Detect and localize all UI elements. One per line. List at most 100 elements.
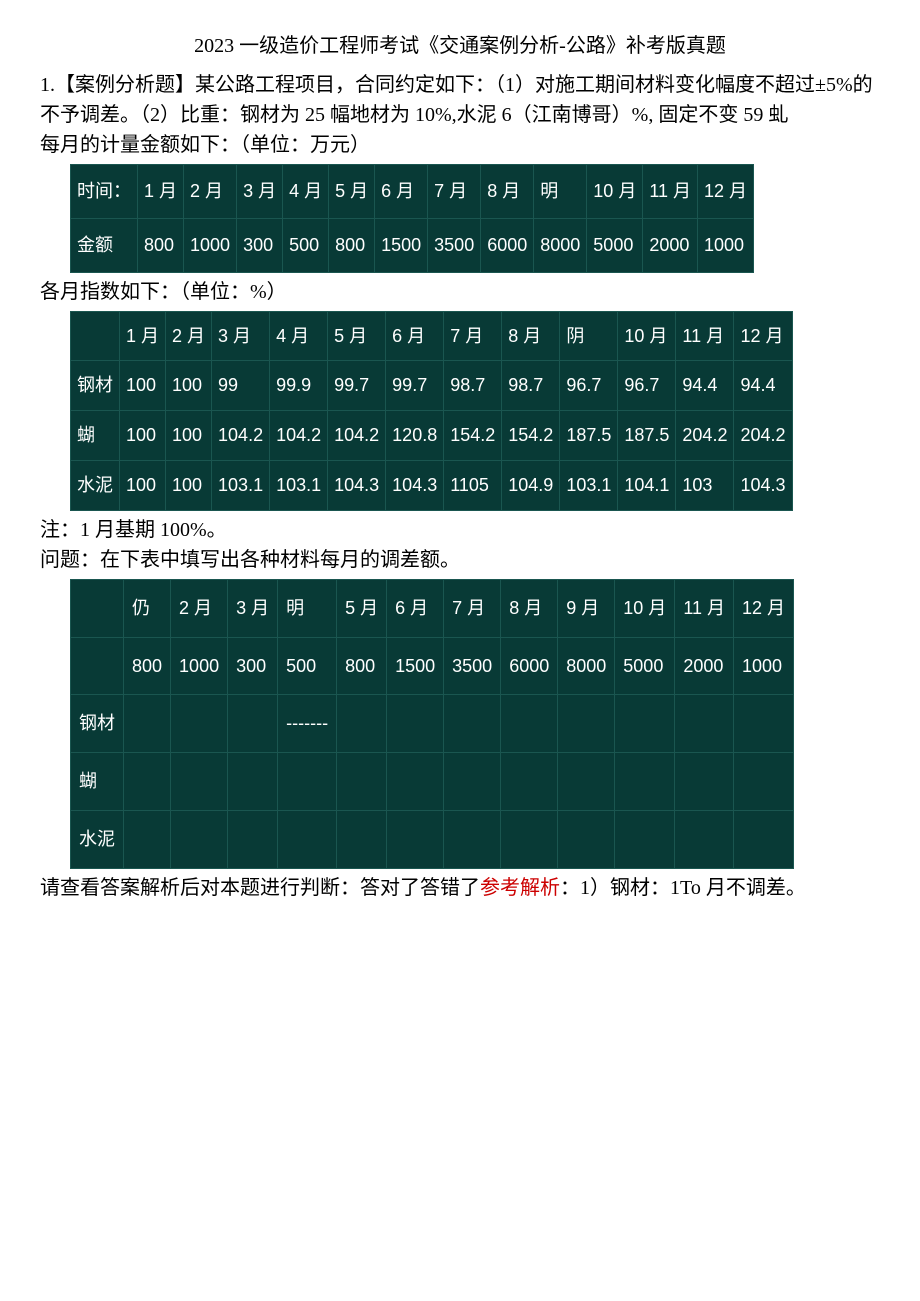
header-cell: 5 月 <box>329 165 375 219</box>
row-label-cell: 钢材 <box>71 361 120 411</box>
data-cell: 800 <box>337 637 387 695</box>
data-cell <box>444 753 501 811</box>
row-label-cell: 钢材 <box>71 695 124 753</box>
data-cell: 800 <box>138 218 184 272</box>
data-cell <box>734 753 794 811</box>
data-cell: ------- <box>278 695 337 753</box>
header-cell: 10 月 <box>587 165 643 219</box>
table-header-row: 1 月 2 月 3 月 4 月 5 月 6 月 7 月 8 月 阴 10 月 1… <box>71 311 793 361</box>
row-label-cell <box>71 637 124 695</box>
data-cell: 103.1 <box>270 460 328 510</box>
data-cell <box>558 695 615 753</box>
data-cell: 100 <box>120 460 166 510</box>
data-cell: 1000 <box>184 218 237 272</box>
data-cell: 1105 <box>444 460 502 510</box>
header-cell: 仍 <box>124 579 171 637</box>
answer-suffix: ：1）钢材：1To 月不调差。 <box>560 877 806 899</box>
data-cell: 100 <box>166 411 212 461</box>
data-cell: 1500 <box>387 637 444 695</box>
data-cell: 6000 <box>501 637 558 695</box>
data-cell: 100 <box>166 361 212 411</box>
data-cell: 99.7 <box>328 361 386 411</box>
header-cell: 阴 <box>560 311 618 361</box>
data-cell: 98.7 <box>444 361 502 411</box>
data-cell: 98.7 <box>502 361 560 411</box>
data-cell: 96.7 <box>618 361 676 411</box>
data-cell: 94.4 <box>734 361 792 411</box>
data-cell: 104.2 <box>328 411 386 461</box>
data-cell <box>675 753 734 811</box>
data-cell <box>734 695 794 753</box>
data-cell: 94.4 <box>676 361 734 411</box>
header-cell: 3 月 <box>237 165 283 219</box>
data-cell: 1000 <box>698 218 754 272</box>
data-cell: 2000 <box>675 637 734 695</box>
header-cell: 12 月 <box>698 165 754 219</box>
data-cell <box>387 753 444 811</box>
data-cell <box>615 753 675 811</box>
data-cell <box>337 695 387 753</box>
data-cell <box>228 753 278 811</box>
header-cell: 1 月 <box>138 165 184 219</box>
row-label-cell: 金额 <box>71 218 138 272</box>
data-cell <box>337 810 387 868</box>
answer-highlight: 参考解析 <box>480 877 560 899</box>
table-row: 蝴 <box>71 753 794 811</box>
data-cell: 204.2 <box>676 411 734 461</box>
header-cell: 时间： <box>71 165 138 219</box>
header-cell: 2 月 <box>184 165 237 219</box>
header-cell: 3 月 <box>212 311 270 361</box>
data-cell: 5000 <box>587 218 643 272</box>
table-row: 钢材 100 100 99 99.9 99.7 99.7 98.7 98.7 9… <box>71 361 793 411</box>
data-cell: 6000 <box>481 218 534 272</box>
data-cell <box>501 810 558 868</box>
table1-caption: 每月的计量金额如下：（单位：万元） <box>40 130 880 160</box>
question-text: 问题：在下表中填写出各种材料每月的调差额。 <box>40 545 880 575</box>
data-cell: 104.3 <box>328 460 386 510</box>
data-cell: 8000 <box>534 218 587 272</box>
note-text: 注：1 月基期 100%。 <box>40 515 880 545</box>
table-row: 水泥 100 100 103.1 103.1 104.3 104.3 1105 … <box>71 460 793 510</box>
data-cell: 204.2 <box>734 411 792 461</box>
data-cell <box>501 695 558 753</box>
data-cell <box>171 753 228 811</box>
data-cell <box>124 695 171 753</box>
header-cell: 明 <box>534 165 587 219</box>
header-cell: 10 月 <box>615 579 675 637</box>
header-cell: 4 月 <box>270 311 328 361</box>
data-cell: 99.7 <box>386 361 444 411</box>
data-cell: 120.8 <box>386 411 444 461</box>
data-cell: 103.1 <box>212 460 270 510</box>
index-table: 1 月 2 月 3 月 4 月 5 月 6 月 7 月 8 月 阴 10 月 1… <box>70 311 793 511</box>
data-cell <box>124 810 171 868</box>
data-cell: 500 <box>283 218 329 272</box>
data-cell: 99.9 <box>270 361 328 411</box>
header-cell: 9 月 <box>558 579 615 637</box>
data-cell <box>228 695 278 753</box>
header-cell: 4 月 <box>283 165 329 219</box>
data-cell: 100 <box>120 411 166 461</box>
header-cell: 8 月 <box>502 311 560 361</box>
data-cell <box>558 810 615 868</box>
data-cell: 99 <box>212 361 270 411</box>
header-cell: 8 月 <box>481 165 534 219</box>
data-cell: 1500 <box>375 218 428 272</box>
data-cell: 300 <box>228 637 278 695</box>
data-cell <box>228 810 278 868</box>
data-cell: 104.2 <box>212 411 270 461</box>
header-cell: 5 月 <box>328 311 386 361</box>
data-cell: 103 <box>676 460 734 510</box>
data-cell: 5000 <box>615 637 675 695</box>
data-cell: 3500 <box>428 218 481 272</box>
header-cell: 11 月 <box>643 165 698 219</box>
data-cell: 1000 <box>171 637 228 695</box>
data-cell: 8000 <box>558 637 615 695</box>
header-cell: 7 月 <box>444 311 502 361</box>
data-cell: 154.2 <box>502 411 560 461</box>
header-cell: 6 月 <box>387 579 444 637</box>
data-cell <box>444 695 501 753</box>
table-row: 蝴 100 100 104.2 104.2 104.2 120.8 154.2 … <box>71 411 793 461</box>
data-cell: 3500 <box>444 637 501 695</box>
table2-caption: 各月指数如下：（单位：%） <box>40 277 880 307</box>
header-cell <box>71 311 120 361</box>
